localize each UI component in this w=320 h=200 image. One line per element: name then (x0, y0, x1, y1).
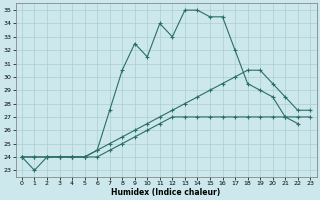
X-axis label: Humidex (Indice chaleur): Humidex (Indice chaleur) (111, 188, 221, 197)
